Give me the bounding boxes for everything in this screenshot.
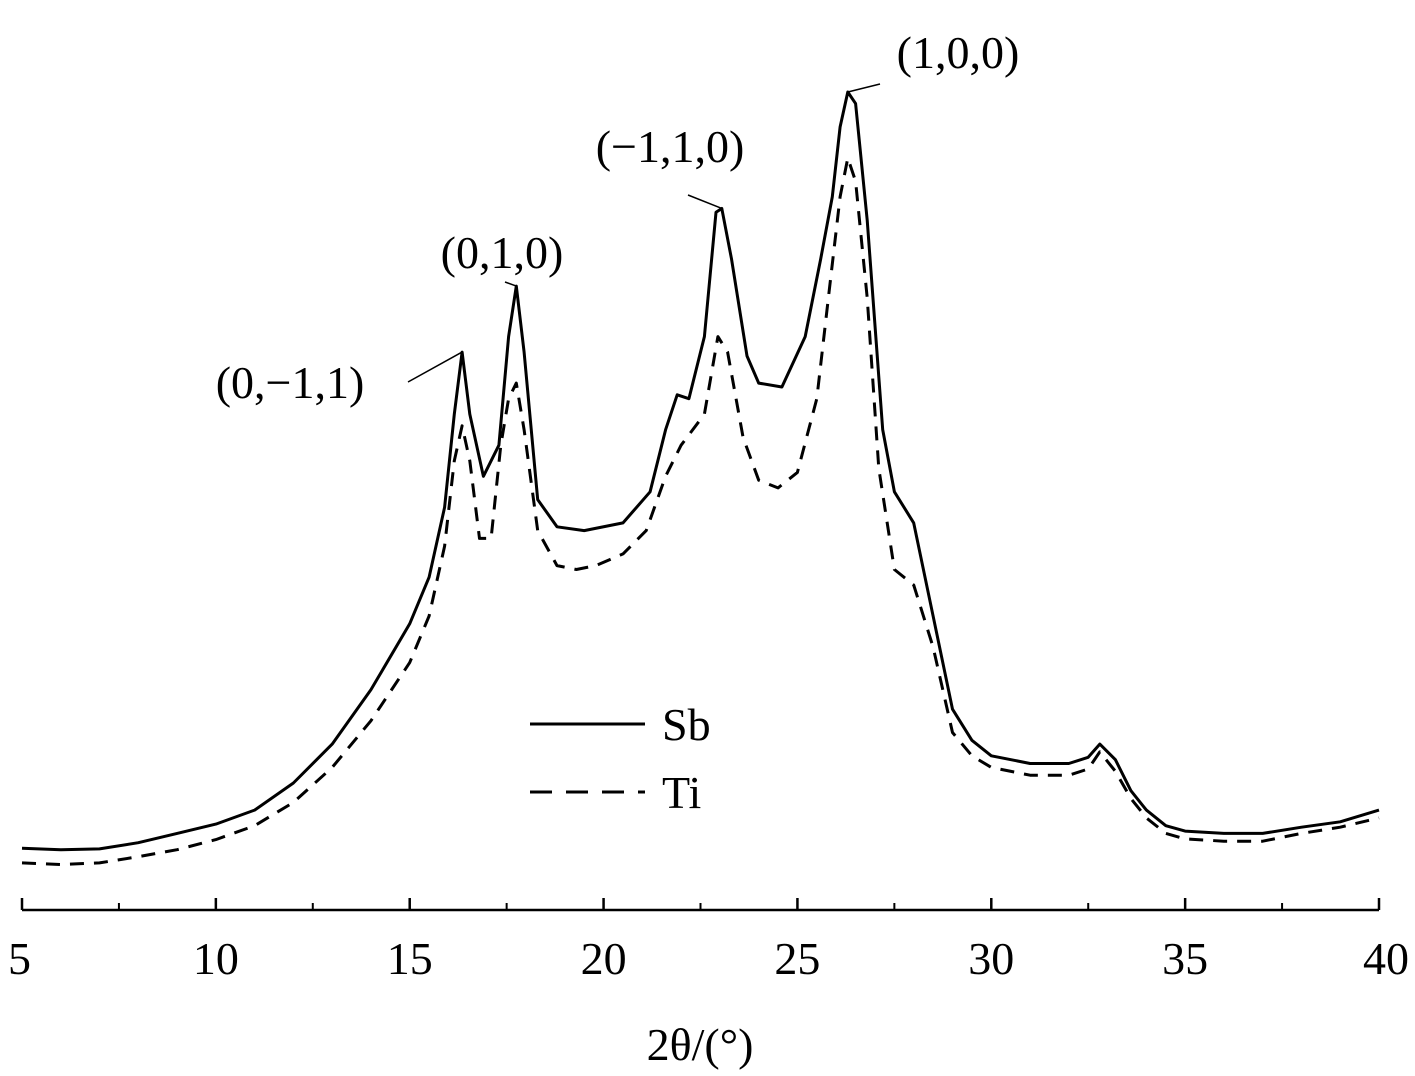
x-tick-label: 15 (387, 933, 433, 984)
x-axis-ticks: 5 10 15 20 25 30 35 40 (8, 898, 1409, 984)
annotation-leader-line (687, 194, 723, 210)
peak-label: (0,−1,1) (216, 357, 365, 408)
series-layer (21, 90, 1380, 866)
x-tick-label: 5 (8, 933, 31, 984)
legend-label-ti: Ti (662, 767, 701, 818)
series-line-ti (21, 156, 1380, 866)
x-axis-label: 2θ/(°) (647, 1019, 754, 1070)
x-tick-label: 30 (968, 933, 1014, 984)
x-tick-label: 25 (774, 933, 820, 984)
legend-label-sb: Sb (662, 699, 711, 750)
x-tick-label: 40 (1363, 933, 1409, 984)
annotation-leader-line (407, 351, 463, 383)
peak-label: (1,0,0) (897, 27, 1020, 78)
legend: Sb Ti (530, 699, 711, 818)
x-tick-label: 20 (581, 933, 627, 984)
peak-label: (0,1,0) (441, 227, 564, 278)
peak-label: (−1,1,0) (596, 121, 745, 172)
series-line-sb (21, 90, 1380, 852)
x-tick-label: 10 (193, 933, 239, 984)
annotation-leader-line (504, 281, 517, 287)
peak-annotations: (0,−1,1) (0,1,0) (−1,1,0) (1,0,0) (216, 27, 1020, 408)
annotation-leader-line (847, 83, 881, 93)
x-tick-label: 35 (1162, 933, 1208, 984)
